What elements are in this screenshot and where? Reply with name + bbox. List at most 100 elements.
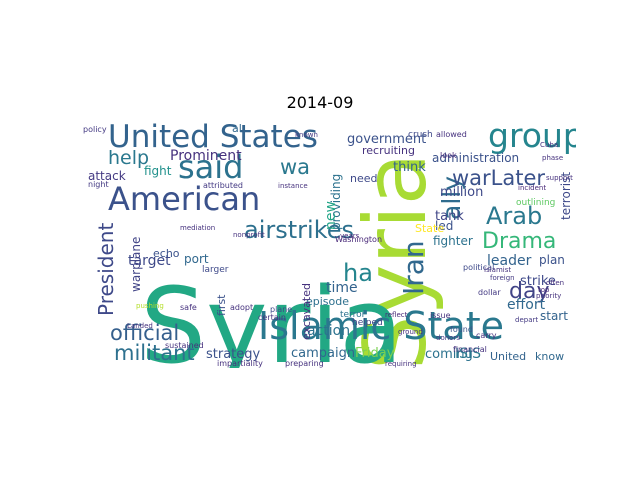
cloud-word: State bbox=[415, 222, 444, 235]
cloud-word: certain bbox=[258, 313, 286, 322]
cloud-word: echo bbox=[153, 247, 180, 260]
cloud-word: help bbox=[108, 147, 149, 169]
cloud-word: issue bbox=[430, 311, 451, 320]
cloud-word: new bbox=[323, 201, 339, 230]
cloud-word: Islamic State bbox=[258, 304, 504, 348]
cloud-word: plane bbox=[270, 305, 292, 314]
cloud-word: target bbox=[128, 253, 171, 269]
cloud-word: know bbox=[535, 350, 564, 363]
cloud-word: dollar bbox=[478, 288, 501, 297]
cloud-word: Syria bbox=[346, 153, 446, 368]
cloud-word: larger bbox=[202, 265, 229, 275]
cloud-word: carry bbox=[476, 331, 497, 340]
cloud-word: President bbox=[94, 223, 118, 316]
cloud-word: attributed bbox=[203, 181, 243, 190]
cloud-word: fight bbox=[144, 164, 172, 178]
cloud-word: policy bbox=[83, 125, 107, 134]
cloud-word: pushing bbox=[136, 302, 164, 310]
cloud-word: helped bbox=[352, 318, 383, 328]
cloud-word: years bbox=[340, 232, 360, 240]
cloud-word: attack bbox=[88, 169, 126, 183]
cloud-word: Washington bbox=[335, 235, 382, 244]
cloud-word: Drama bbox=[482, 229, 556, 254]
cloud-word: safe bbox=[180, 303, 197, 312]
cloud-word: start bbox=[540, 309, 568, 323]
cloud-word: depart bbox=[515, 316, 538, 324]
cloud-word: first bbox=[215, 294, 228, 316]
cloud-word: mediation bbox=[180, 224, 215, 232]
cloud-word: sustained bbox=[165, 341, 204, 350]
cloud-word: strategy bbox=[206, 347, 261, 362]
cloud-word: Islamist bbox=[484, 266, 511, 274]
cloud-word: known bbox=[295, 131, 318, 139]
cloud-word: effort bbox=[507, 297, 546, 313]
cloud-word: administration bbox=[432, 151, 519, 165]
cloud-word: port bbox=[184, 252, 209, 266]
cloud-word: Syria bbox=[140, 265, 403, 368]
cloud-word: terror bbox=[340, 310, 366, 320]
cloud-word: excavated bbox=[300, 283, 313, 340]
cloud-word: phase bbox=[542, 154, 563, 162]
cloud-word: Cuba bbox=[540, 141, 558, 149]
cloud-word: al bbox=[232, 122, 242, 135]
cloud-word: United States bbox=[108, 120, 318, 155]
cloud-word: coming bbox=[425, 347, 473, 362]
cloud-word: American bbox=[108, 180, 260, 218]
cloud-word: requiring bbox=[385, 360, 417, 368]
cloud-word: adopt bbox=[230, 303, 253, 312]
cloud-word: said bbox=[178, 148, 243, 186]
cloud-word: impartiality bbox=[217, 359, 263, 368]
cloud-word: wa bbox=[280, 155, 310, 179]
cloud-word: United bbox=[490, 350, 526, 363]
cloud-word: leader bbox=[487, 253, 532, 269]
cloud-word: government bbox=[347, 132, 426, 147]
cloud-word: reflect bbox=[385, 311, 408, 319]
cloud-word: preparing bbox=[285, 359, 324, 368]
cloud-word: incident bbox=[518, 184, 546, 192]
cloud-word: Arab bbox=[486, 202, 542, 230]
cloud-word: fighter bbox=[433, 234, 473, 248]
cloud-word: led bbox=[435, 219, 453, 233]
cloud-word: need bbox=[350, 172, 378, 185]
cloud-word: militant bbox=[114, 341, 195, 365]
cloud-word: allowed bbox=[436, 130, 467, 139]
cloud-word: crush bbox=[408, 130, 433, 140]
cloud-word: official bbox=[110, 321, 179, 345]
cloud-word: recruiting bbox=[362, 144, 415, 157]
cloud-word: foreign bbox=[490, 274, 515, 282]
cloud-word: often bbox=[546, 279, 564, 287]
cloud-word: political bbox=[463, 263, 494, 272]
cloud-word: Iran bbox=[397, 240, 430, 295]
cloud-word: time bbox=[326, 280, 358, 296]
cloud-word: Friday bbox=[355, 346, 395, 361]
cloud-word: instance bbox=[278, 182, 308, 190]
cloud-word: support bbox=[546, 174, 573, 182]
cloud-word: ground bbox=[398, 328, 423, 336]
cloud-word: outlining bbox=[516, 198, 555, 208]
cloud-word: think bbox=[393, 160, 426, 175]
cloud-word: financial bbox=[453, 345, 487, 354]
cloud-word: donors bbox=[436, 334, 460, 342]
cloud-word: Landed bbox=[127, 322, 153, 330]
cloud-word: day bbox=[509, 279, 549, 304]
word-cloud: Syria Syria Islamic State United States grou… bbox=[80, 120, 576, 368]
cloud-word: episode bbox=[306, 295, 349, 308]
cloud-word: action bbox=[307, 323, 350, 339]
cloud-word: warplane bbox=[129, 237, 143, 292]
cloud-word: million bbox=[440, 185, 483, 200]
cloud-word: warLater bbox=[452, 166, 545, 190]
cloud-word: night bbox=[88, 180, 109, 189]
cloud-word: ha bbox=[343, 259, 373, 287]
cloud-word: campaign bbox=[291, 346, 355, 361]
figure-title: 2014-09 bbox=[286, 93, 354, 112]
cloud-word: ally bbox=[437, 176, 466, 220]
cloud-word: found bbox=[450, 325, 473, 334]
cloud-word: group bbox=[488, 120, 576, 155]
cloud-word: priority bbox=[536, 292, 561, 300]
cloud-word: look bbox=[440, 151, 457, 160]
cloud-word: tank bbox=[435, 209, 464, 224]
cloud-word: ISIS bbox=[455, 346, 481, 362]
cloud-word: strike bbox=[520, 274, 556, 289]
cloud-word: terrorist bbox=[559, 172, 573, 220]
